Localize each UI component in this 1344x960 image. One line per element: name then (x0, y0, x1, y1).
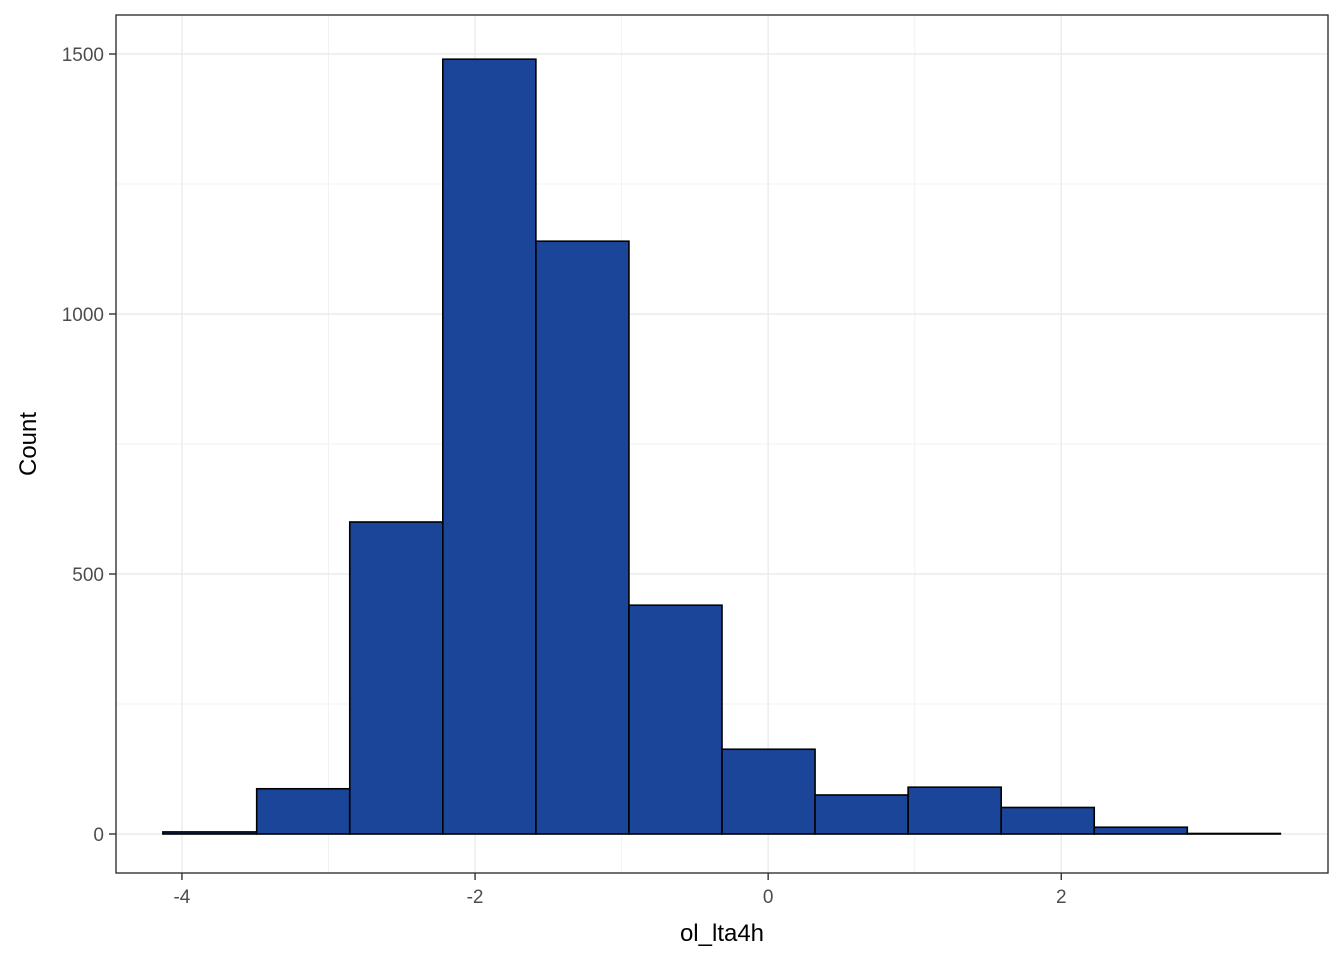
histogram-bar (162, 831, 258, 835)
histogram-bar (442, 58, 537, 835)
histogram-bar (535, 240, 630, 835)
y-tick-label: 500 (72, 565, 104, 586)
y-tick-label: 0 (93, 825, 104, 846)
histogram-bar (1093, 826, 1189, 835)
x-tick-label: -4 (173, 887, 190, 908)
y-axis-title: Count (15, 412, 42, 476)
histogram-bar (721, 748, 816, 835)
y-axis: 0 500 1000 1500 (62, 45, 116, 846)
x-axis-title: ol_lta4h (680, 920, 764, 947)
x-axis: -4 -2 0 2 (173, 873, 1067, 908)
histogram-bar (628, 604, 723, 835)
x-tick-label: 2 (1056, 887, 1067, 908)
y-tick-label: 1500 (62, 45, 104, 66)
x-tick-label: 0 (763, 887, 774, 908)
histogram-bar (1186, 832, 1282, 835)
histogram-bar (907, 786, 1002, 835)
histogram-bars (162, 58, 1282, 835)
panel-border (115, 14, 1329, 874)
histogram-bar (255, 787, 351, 835)
histogram-bar (1000, 806, 1096, 835)
y-tick-label: 1000 (62, 305, 104, 326)
x-tick-label: -2 (467, 887, 484, 908)
histogram-bar (348, 521, 444, 835)
histogram-bar (814, 794, 909, 835)
